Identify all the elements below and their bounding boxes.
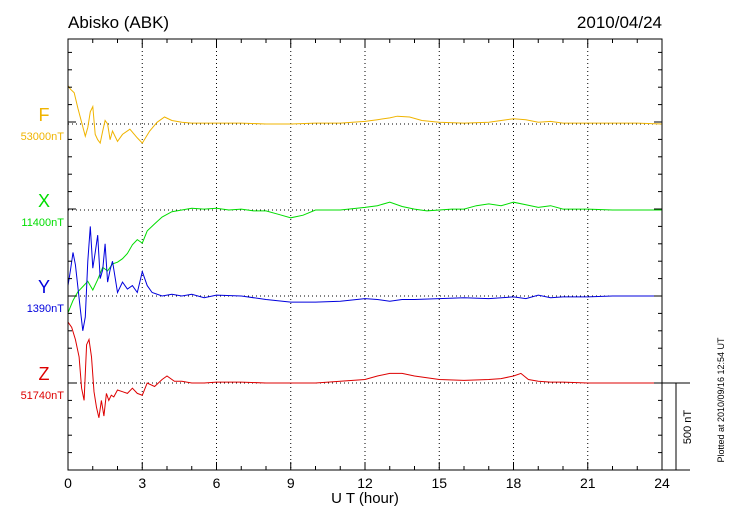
x-tick-label: 18 — [506, 475, 522, 491]
x-tick-label: 6 — [213, 475, 221, 491]
series-line-f — [67, 85, 663, 145]
data-traces — [67, 85, 663, 418]
grid-lines — [68, 39, 662, 470]
x-tick-label: 3 — [138, 475, 146, 491]
series-labels: F 53000nT X 11400nT Y 1390nT Z 51740nT — [21, 105, 65, 402]
series-baseline-x: 11400nT — [21, 217, 64, 229]
chart-title: Abisko (ABK) — [68, 13, 169, 32]
series-baseline-z: 51740nT — [21, 390, 65, 402]
series-name-f: F — [39, 105, 50, 125]
x-tick-label: 0 — [64, 475, 72, 491]
x-tick-label: 9 — [287, 475, 295, 491]
series-name-x: X — [38, 191, 50, 211]
x-tick-label: 12 — [357, 475, 373, 491]
series-baseline-y: 1390nT — [27, 303, 65, 315]
x-tick-label: 24 — [654, 475, 670, 491]
series-line-y — [67, 226, 662, 331]
plotted-note: Plotted at 2010/09/16 12:54 UT — [716, 337, 726, 463]
series-name-z: Z — [39, 364, 50, 384]
x-tick-label: 15 — [431, 475, 447, 491]
series-baseline-f: 53000nT — [21, 131, 65, 143]
chart-date: 2010/04/24 — [577, 13, 662, 32]
scale-bar-label: 500 nT — [682, 410, 694, 445]
x-axis-label: U T (hour) — [331, 490, 399, 507]
axis-ticks — [67, 39, 663, 471]
series-line-z — [67, 321, 662, 418]
x-tick-labels: 0 3 6 9 12 15 18 21 24 — [64, 475, 670, 491]
series-name-y: Y — [38, 277, 50, 297]
scale-bar: 500 nT — [662, 382, 694, 471]
x-tick-label: 21 — [580, 475, 596, 491]
